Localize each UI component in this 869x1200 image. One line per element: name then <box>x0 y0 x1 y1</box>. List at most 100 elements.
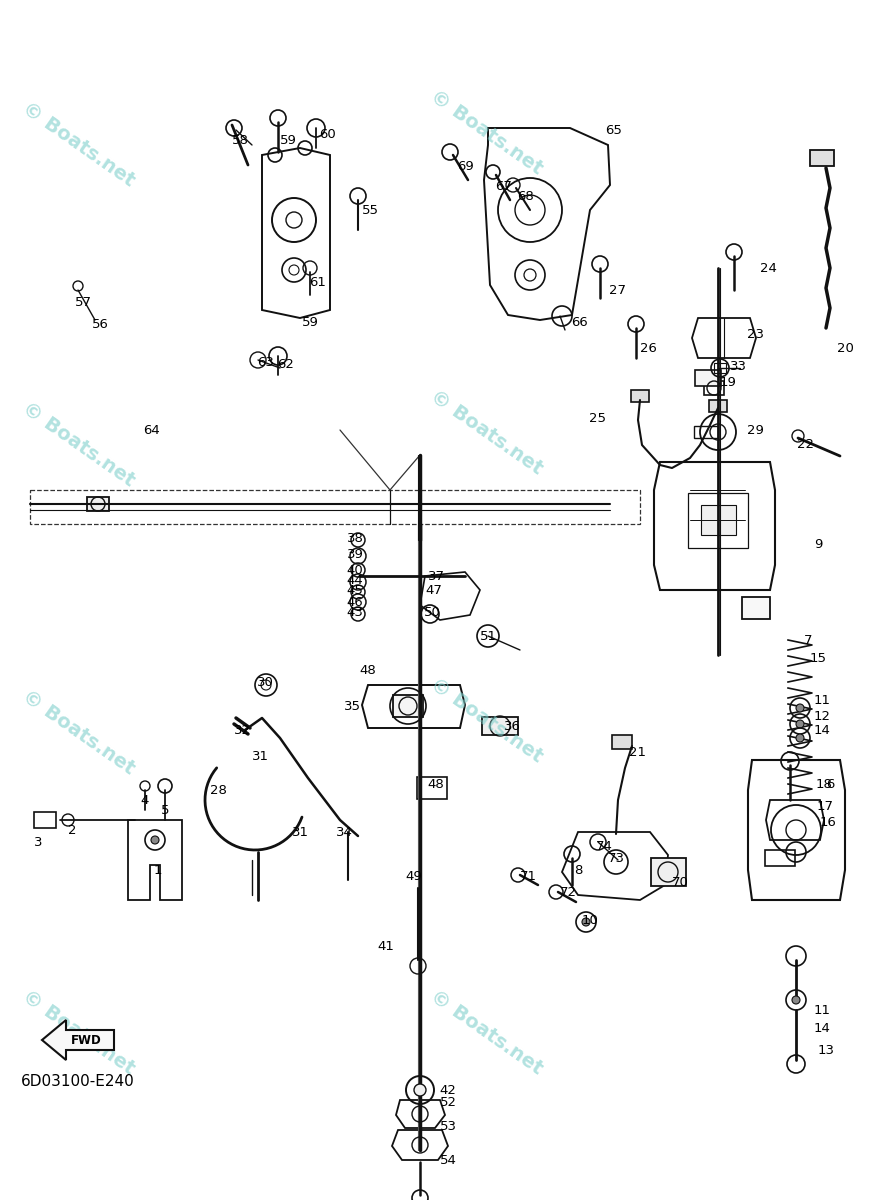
Bar <box>714 362 726 373</box>
Text: 17: 17 <box>817 799 833 812</box>
Text: © Boats.net: © Boats.net <box>18 686 138 778</box>
Text: 11: 11 <box>813 1003 831 1016</box>
Circle shape <box>792 996 800 1004</box>
Text: 74: 74 <box>595 840 613 852</box>
Bar <box>709 400 727 412</box>
Text: 38: 38 <box>347 532 363 545</box>
Text: 11: 11 <box>813 694 831 707</box>
Bar <box>694 426 718 438</box>
Circle shape <box>796 704 804 712</box>
Text: 4: 4 <box>141 793 149 806</box>
Text: © Boats.net: © Boats.net <box>427 386 547 478</box>
Text: 66: 66 <box>572 317 588 330</box>
Text: 65: 65 <box>606 124 622 137</box>
Text: 26: 26 <box>640 342 656 354</box>
Text: 63: 63 <box>257 356 275 370</box>
Text: 19: 19 <box>720 376 736 389</box>
Text: 22: 22 <box>798 438 814 450</box>
Text: 39: 39 <box>347 548 363 562</box>
Text: 61: 61 <box>309 276 327 288</box>
Bar <box>482 716 518 734</box>
Text: 64: 64 <box>143 424 161 437</box>
Text: 70: 70 <box>672 876 688 888</box>
Circle shape <box>796 720 804 728</box>
Circle shape <box>796 734 804 742</box>
Text: 57: 57 <box>75 295 91 308</box>
Text: 23: 23 <box>746 329 764 342</box>
Bar <box>810 150 834 166</box>
Text: 48: 48 <box>428 779 444 792</box>
Circle shape <box>414 1084 426 1096</box>
Text: 20: 20 <box>837 342 853 354</box>
Text: 6: 6 <box>826 779 834 792</box>
Bar <box>631 390 649 402</box>
Bar <box>765 850 795 866</box>
Text: 16: 16 <box>819 816 837 828</box>
Bar <box>34 812 56 828</box>
Text: 35: 35 <box>343 700 361 713</box>
Text: 2: 2 <box>68 823 76 836</box>
Text: 8: 8 <box>574 864 582 876</box>
Bar <box>688 492 748 547</box>
Text: 62: 62 <box>277 358 295 371</box>
Text: © Boats.net: © Boats.net <box>427 86 547 178</box>
Text: 29: 29 <box>746 424 764 437</box>
Text: 40: 40 <box>347 564 363 576</box>
Text: 7: 7 <box>804 634 813 647</box>
Text: 51: 51 <box>480 630 496 642</box>
Text: 44: 44 <box>347 575 363 588</box>
Text: 18: 18 <box>816 779 833 792</box>
Text: 10: 10 <box>581 913 599 926</box>
Text: 36: 36 <box>503 720 521 732</box>
Polygon shape <box>42 1020 114 1060</box>
Bar <box>612 734 632 749</box>
Bar <box>417 778 447 799</box>
Text: 73: 73 <box>607 852 625 864</box>
Text: 69: 69 <box>458 160 474 173</box>
Text: 6D03100-E240: 6D03100-E240 <box>21 1074 135 1090</box>
Bar <box>651 858 686 886</box>
Text: 45: 45 <box>347 584 363 598</box>
Text: 55: 55 <box>362 204 379 217</box>
Text: 21: 21 <box>629 746 647 760</box>
Bar <box>742 596 770 619</box>
Text: © Boats.net: © Boats.net <box>18 986 138 1078</box>
Text: © Boats.net: © Boats.net <box>427 986 547 1078</box>
Text: 47: 47 <box>426 583 442 596</box>
Text: 68: 68 <box>518 191 534 204</box>
Text: 46: 46 <box>347 595 363 608</box>
Bar <box>393 695 423 716</box>
Text: 72: 72 <box>560 886 576 899</box>
Text: 31: 31 <box>251 750 269 762</box>
Text: 25: 25 <box>589 412 607 425</box>
Text: 3: 3 <box>34 836 43 850</box>
Text: 34: 34 <box>335 826 353 839</box>
Text: 12: 12 <box>813 709 831 722</box>
Text: © Boats.net: © Boats.net <box>427 674 547 766</box>
Bar <box>704 382 724 395</box>
Text: 14: 14 <box>813 1021 831 1034</box>
Text: 1: 1 <box>154 864 163 876</box>
Text: 14: 14 <box>813 724 831 737</box>
Bar <box>87 497 109 511</box>
Text: 9: 9 <box>813 539 822 552</box>
Text: 71: 71 <box>520 870 536 882</box>
Text: 59: 59 <box>302 316 318 329</box>
Text: 28: 28 <box>209 784 227 797</box>
Text: 48: 48 <box>360 664 376 677</box>
Text: 50: 50 <box>423 606 441 618</box>
Text: 32: 32 <box>234 724 250 737</box>
Text: 49: 49 <box>406 870 422 882</box>
Circle shape <box>582 918 590 926</box>
Text: © Boats.net: © Boats.net <box>18 98 138 190</box>
Text: 24: 24 <box>760 262 776 275</box>
Text: 37: 37 <box>428 570 445 582</box>
Text: 43: 43 <box>347 606 363 618</box>
Text: 53: 53 <box>440 1120 456 1133</box>
Text: 59: 59 <box>280 133 296 146</box>
Text: 15: 15 <box>810 652 826 665</box>
Text: 27: 27 <box>609 283 627 296</box>
Bar <box>700 505 735 535</box>
Circle shape <box>151 836 159 844</box>
Text: 54: 54 <box>440 1154 456 1168</box>
